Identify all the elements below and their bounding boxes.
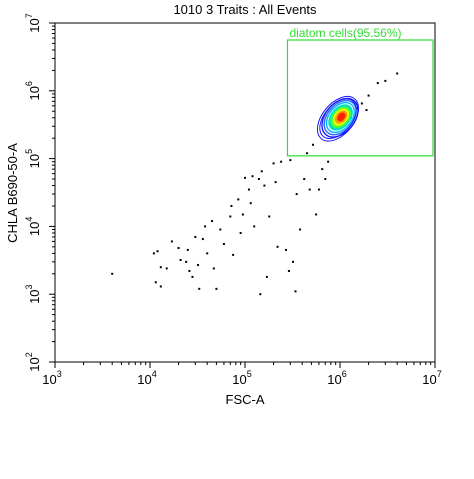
event-point	[289, 159, 292, 162]
event-point	[263, 184, 266, 187]
event-point	[186, 248, 189, 251]
event-point	[257, 178, 260, 181]
event-point	[159, 285, 162, 288]
event-point	[239, 231, 242, 234]
event-point	[280, 160, 283, 163]
event-point	[315, 213, 318, 216]
event-point	[327, 160, 330, 163]
event-point	[232, 253, 235, 256]
event-point	[201, 238, 204, 241]
y-tick-label: 104	[24, 217, 42, 236]
event-point	[274, 181, 277, 184]
event-point	[185, 260, 188, 263]
event-point	[312, 143, 315, 146]
y-tick-label: 106	[24, 81, 42, 100]
event-point	[287, 269, 290, 272]
event-point	[365, 109, 368, 112]
density-contour	[337, 112, 346, 122]
event-point	[244, 176, 246, 179]
y-tick-label: 103	[24, 284, 42, 303]
event-point	[230, 204, 233, 207]
gate-diatom-cells[interactable]: diatom cells(95.56%)	[286, 26, 434, 157]
events-layer	[111, 72, 399, 296]
event-point	[212, 267, 215, 270]
event-point	[165, 267, 168, 270]
event-point	[324, 178, 327, 181]
density-contour	[325, 101, 355, 134]
x-tick-label: 103	[42, 369, 61, 387]
plot-frame	[54, 22, 436, 363]
gate-label: diatom cells(95.56%)	[289, 26, 401, 40]
event-point	[196, 263, 199, 266]
y-tick-label: 102	[24, 352, 42, 371]
event-point	[303, 178, 306, 181]
event-point	[219, 228, 222, 231]
event-point	[295, 193, 298, 196]
event-point	[272, 162, 275, 165]
event-point	[308, 188, 311, 191]
event-point	[355, 107, 358, 110]
event-point	[367, 94, 370, 97]
event-point	[111, 272, 114, 275]
event-point	[194, 235, 197, 238]
density-contour	[316, 95, 360, 142]
event-point	[299, 228, 302, 231]
event-point	[265, 275, 268, 278]
event-point	[360, 102, 363, 105]
density-contour	[319, 98, 357, 140]
event-point	[177, 247, 180, 250]
event-point	[206, 252, 209, 255]
event-point	[247, 188, 250, 191]
event-point	[229, 215, 232, 218]
event-point	[249, 202, 252, 205]
event-point	[259, 293, 262, 296]
y-tick-label: 107	[24, 13, 42, 32]
event-point	[384, 79, 387, 82]
event-point	[237, 198, 240, 201]
event-point	[268, 215, 271, 218]
event-point	[152, 252, 155, 255]
event-point	[376, 82, 379, 85]
event-point	[291, 260, 294, 263]
event-point	[276, 245, 279, 248]
event-point	[198, 287, 201, 290]
event-point	[253, 225, 256, 228]
event-point	[306, 152, 309, 155]
gate-rectangle[interactable]	[286, 39, 434, 157]
event-point	[191, 275, 194, 278]
y-axis-label: CHLA B690-50-A	[5, 143, 20, 243]
x-tick-label: 104	[137, 369, 156, 387]
event-point	[154, 281, 157, 284]
event-point	[284, 248, 287, 251]
event-point	[179, 258, 182, 261]
event-point	[294, 290, 297, 293]
x-axis-label: FSC-A	[226, 392, 265, 407]
event-point	[260, 170, 263, 173]
event-point	[156, 250, 159, 253]
event-point	[317, 188, 320, 191]
event-point	[188, 269, 191, 272]
chart-title: 1010 3 Traits : All Events	[173, 2, 317, 17]
event-point	[396, 72, 399, 75]
event-point	[241, 213, 244, 216]
x-tick-label: 105	[232, 369, 251, 387]
event-point	[204, 225, 207, 228]
event-point	[170, 240, 173, 243]
event-point	[251, 175, 254, 178]
event-point	[159, 266, 162, 269]
x-tick-label: 106	[327, 369, 346, 387]
density-contours	[316, 95, 360, 142]
y-tick-label: 105	[24, 149, 42, 168]
event-point	[211, 220, 214, 223]
event-point	[222, 243, 225, 246]
x-tick-label: 107	[422, 369, 441, 387]
event-point	[321, 168, 324, 171]
event-point	[215, 287, 218, 290]
